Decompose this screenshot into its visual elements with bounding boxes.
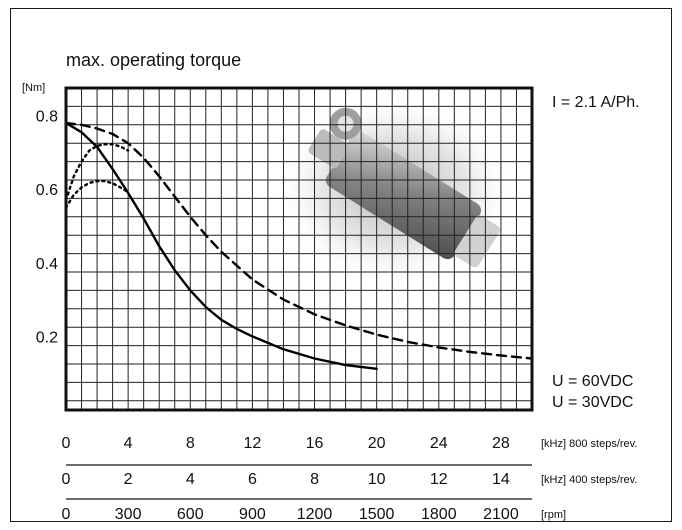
x-tick-label: 4 bbox=[124, 435, 133, 452]
legend-entry-30vdc: U = 30VDC bbox=[552, 394, 633, 411]
current-annotation: I = 2.1 A/Ph. bbox=[552, 94, 640, 111]
chart-title: max. operating torque bbox=[66, 50, 241, 70]
y-tick-label: 0.8 bbox=[36, 109, 58, 126]
x-axis-unit-label: [kHz] 800 steps/rev. bbox=[541, 438, 637, 450]
x-tick-label: 0 bbox=[62, 471, 71, 488]
x-tick-label: 0 bbox=[62, 435, 71, 452]
x-tick-label: 1800 bbox=[421, 506, 457, 523]
legend-entry-60vdc: U = 60VDC bbox=[552, 373, 633, 390]
y-tick-label: 0.2 bbox=[36, 329, 58, 346]
series-group bbox=[64, 121, 534, 370]
plot-border bbox=[64, 86, 534, 412]
x-tick-label: 2 bbox=[124, 471, 133, 488]
x-tick-label: 4 bbox=[186, 471, 195, 488]
x-tick-label: 24 bbox=[430, 435, 448, 452]
x-tick-label: 900 bbox=[239, 506, 266, 523]
y-tick-label: 0.4 bbox=[36, 256, 58, 273]
x-tick-label: 8 bbox=[186, 435, 195, 452]
x-tick-label: 14 bbox=[492, 471, 510, 488]
x-axis-unit-label: [rpm] bbox=[541, 509, 566, 521]
motor-photo bbox=[275, 95, 515, 285]
x-tick-label: 10 bbox=[368, 471, 386, 488]
x-tick-label: 12 bbox=[244, 435, 262, 452]
series-line-solid-1 bbox=[64, 121, 378, 370]
x-tick-label: 1500 bbox=[359, 506, 395, 523]
x-tick-label: 20 bbox=[368, 435, 386, 452]
x-tick-label: 16 bbox=[306, 435, 324, 452]
x-tick-label: 600 bbox=[177, 506, 204, 523]
x-tick-label: 8 bbox=[310, 471, 319, 488]
series-line-dotted-3 bbox=[64, 179, 130, 209]
x-tick-label: 0 bbox=[62, 506, 71, 523]
y-tick-label: 0.6 bbox=[36, 182, 58, 199]
y-tick-labels: 0.2 0.4 0.6 0.8 bbox=[36, 109, 58, 347]
x-axes: 0 4 8 12 16 20 24 28 [kHz] 800 steps/rev.0 2 4 6 8 10… bbox=[62, 435, 638, 523]
series-line-dotted-2 bbox=[64, 143, 130, 202]
x-tick-label: 2100 bbox=[483, 506, 519, 523]
series-line-dashed-0 bbox=[64, 121, 534, 360]
x-axis-unit-label: [kHz] 400 steps/rev. bbox=[541, 474, 637, 486]
x-tick-label: 1200 bbox=[297, 506, 333, 523]
chart-frame bbox=[10, 8, 672, 522]
x-tick-label: 12 bbox=[430, 471, 448, 488]
x-tick-label: 300 bbox=[115, 506, 142, 523]
legend: U = 60VDC U = 30VDC bbox=[552, 373, 633, 411]
x-tick-label: 6 bbox=[248, 471, 257, 488]
x-tick-label: 28 bbox=[492, 435, 510, 452]
y-axis-label: [Nm] bbox=[22, 82, 45, 94]
